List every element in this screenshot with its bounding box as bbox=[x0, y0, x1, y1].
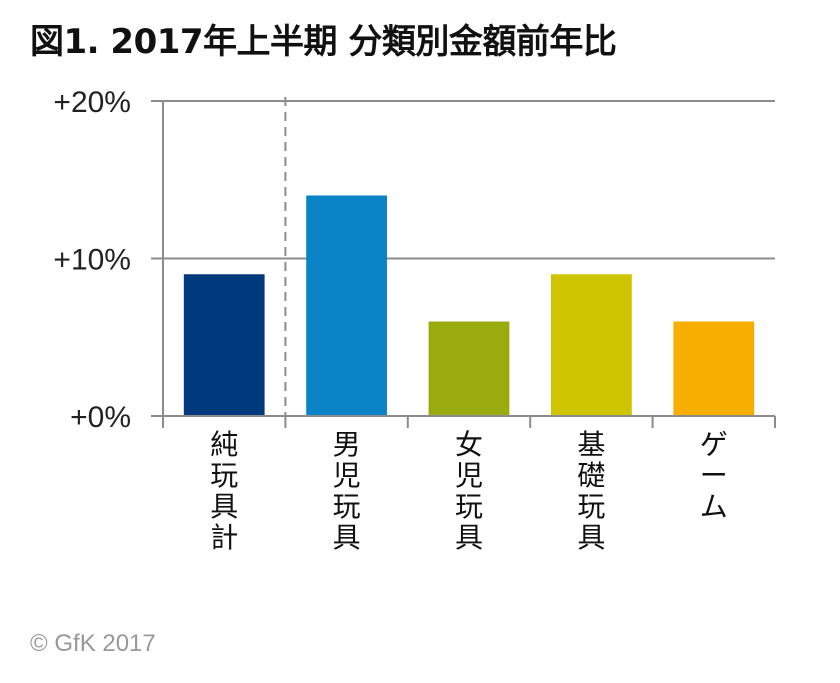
y-tick-label: +10% bbox=[53, 244, 131, 277]
x-tick-label: ゲーム bbox=[700, 428, 728, 523]
axes bbox=[151, 97, 776, 428]
bar bbox=[428, 321, 510, 416]
bar bbox=[551, 274, 632, 416]
copyright: © GfK 2017 bbox=[30, 630, 156, 657]
gridlines bbox=[163, 100, 775, 260]
chart-title: 図1. 2017年上半期 分類別金額前年比 bbox=[30, 22, 617, 62]
x-tick-label: 基礎玩具 bbox=[577, 428, 605, 554]
x-tick-label: 女児玩具 bbox=[455, 428, 483, 554]
bar bbox=[306, 195, 387, 416]
y-tick-labels: +0% +10% +20% bbox=[53, 86, 131, 434]
bar bbox=[183, 274, 265, 416]
bars bbox=[183, 195, 755, 416]
bar-chart: +0% +10% +20% 純玩具計 男児玩具 女児玩具 基礎玩具 ゲーム bbox=[53, 86, 776, 554]
y-tick-label: +20% bbox=[53, 86, 131, 119]
x-tick-labels: 純玩具計 男児玩具 女児玩具 基礎玩具 ゲーム bbox=[210, 428, 728, 554]
x-tick-label: 純玩具計 bbox=[210, 428, 238, 554]
bar bbox=[673, 321, 755, 416]
y-tick-label: +0% bbox=[70, 401, 131, 434]
x-tick-label: 男児玩具 bbox=[333, 428, 361, 554]
